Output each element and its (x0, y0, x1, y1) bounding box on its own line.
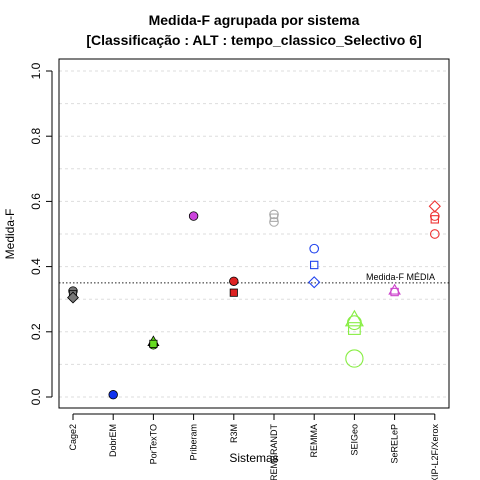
data-point (269, 209, 279, 220)
data-point (67, 291, 79, 304)
y-axis: 0.0 0.2 0.4 0.6 0.8 1.0 (29, 62, 53, 405)
x-tick-label: Cage2 (68, 424, 78, 451)
y-tick-label: 0.2 (29, 323, 43, 340)
data-point (149, 339, 158, 348)
y-tick-label: 0.8 (29, 128, 43, 145)
x-tick-label: SeRELeP (390, 424, 400, 464)
grid-lines (59, 70, 449, 398)
y-tick-label: 0.4 (29, 258, 43, 275)
x-tick-label: DobrEM (108, 424, 118, 457)
data-point (345, 349, 364, 368)
data-point (344, 309, 364, 327)
x-tick-label: REMMA (309, 424, 319, 458)
plot-frame (58, 58, 450, 409)
data-point (428, 200, 441, 213)
data-point (346, 315, 362, 331)
data-point (429, 211, 440, 221)
x-tick-label: REMBRANDT (269, 424, 279, 480)
data-point (308, 276, 321, 289)
reference-line-label: Medida-F MÉDIA (366, 272, 435, 282)
y-axis-label: Medida-F (3, 209, 17, 260)
x-axis: Cage2 DobrEM PorTexTO Priberam R3M REMBRANDT R… (68, 413, 440, 480)
y-tick-label: 1.0 (29, 62, 43, 79)
x-tick-label: R3M (229, 424, 239, 443)
data-point (188, 211, 199, 221)
x-tick-label: XIP-L2F/Xerox (430, 424, 440, 480)
data-point (430, 215, 440, 224)
data-point (229, 276, 239, 286)
x-tick-label: SEIGeo (349, 424, 359, 456)
x-axis-label: Sistemas (229, 451, 278, 465)
reference-line-group: Medida-F MÉDIA (59, 272, 449, 284)
data-point (429, 229, 440, 239)
y-tick-label: 0.6 (29, 193, 43, 210)
data-point (108, 390, 118, 400)
data-point (348, 322, 361, 335)
data-point (269, 217, 279, 227)
data-point (388, 283, 401, 295)
data-point (269, 213, 279, 222)
y-tick-label: 0.0 (29, 388, 43, 405)
data-point (229, 288, 238, 297)
x-tick-label: PorTexTO (148, 424, 158, 464)
data-point (309, 260, 319, 270)
data-point (309, 243, 320, 254)
x-tick-label: Priberam (189, 424, 199, 461)
data-points (67, 200, 441, 400)
chart-subtitle: [Classificação : ALT : tempo_classico_Se… (86, 32, 421, 48)
data-point (390, 287, 399, 297)
chart-title: Medida-F agrupada por sistema (149, 12, 360, 28)
